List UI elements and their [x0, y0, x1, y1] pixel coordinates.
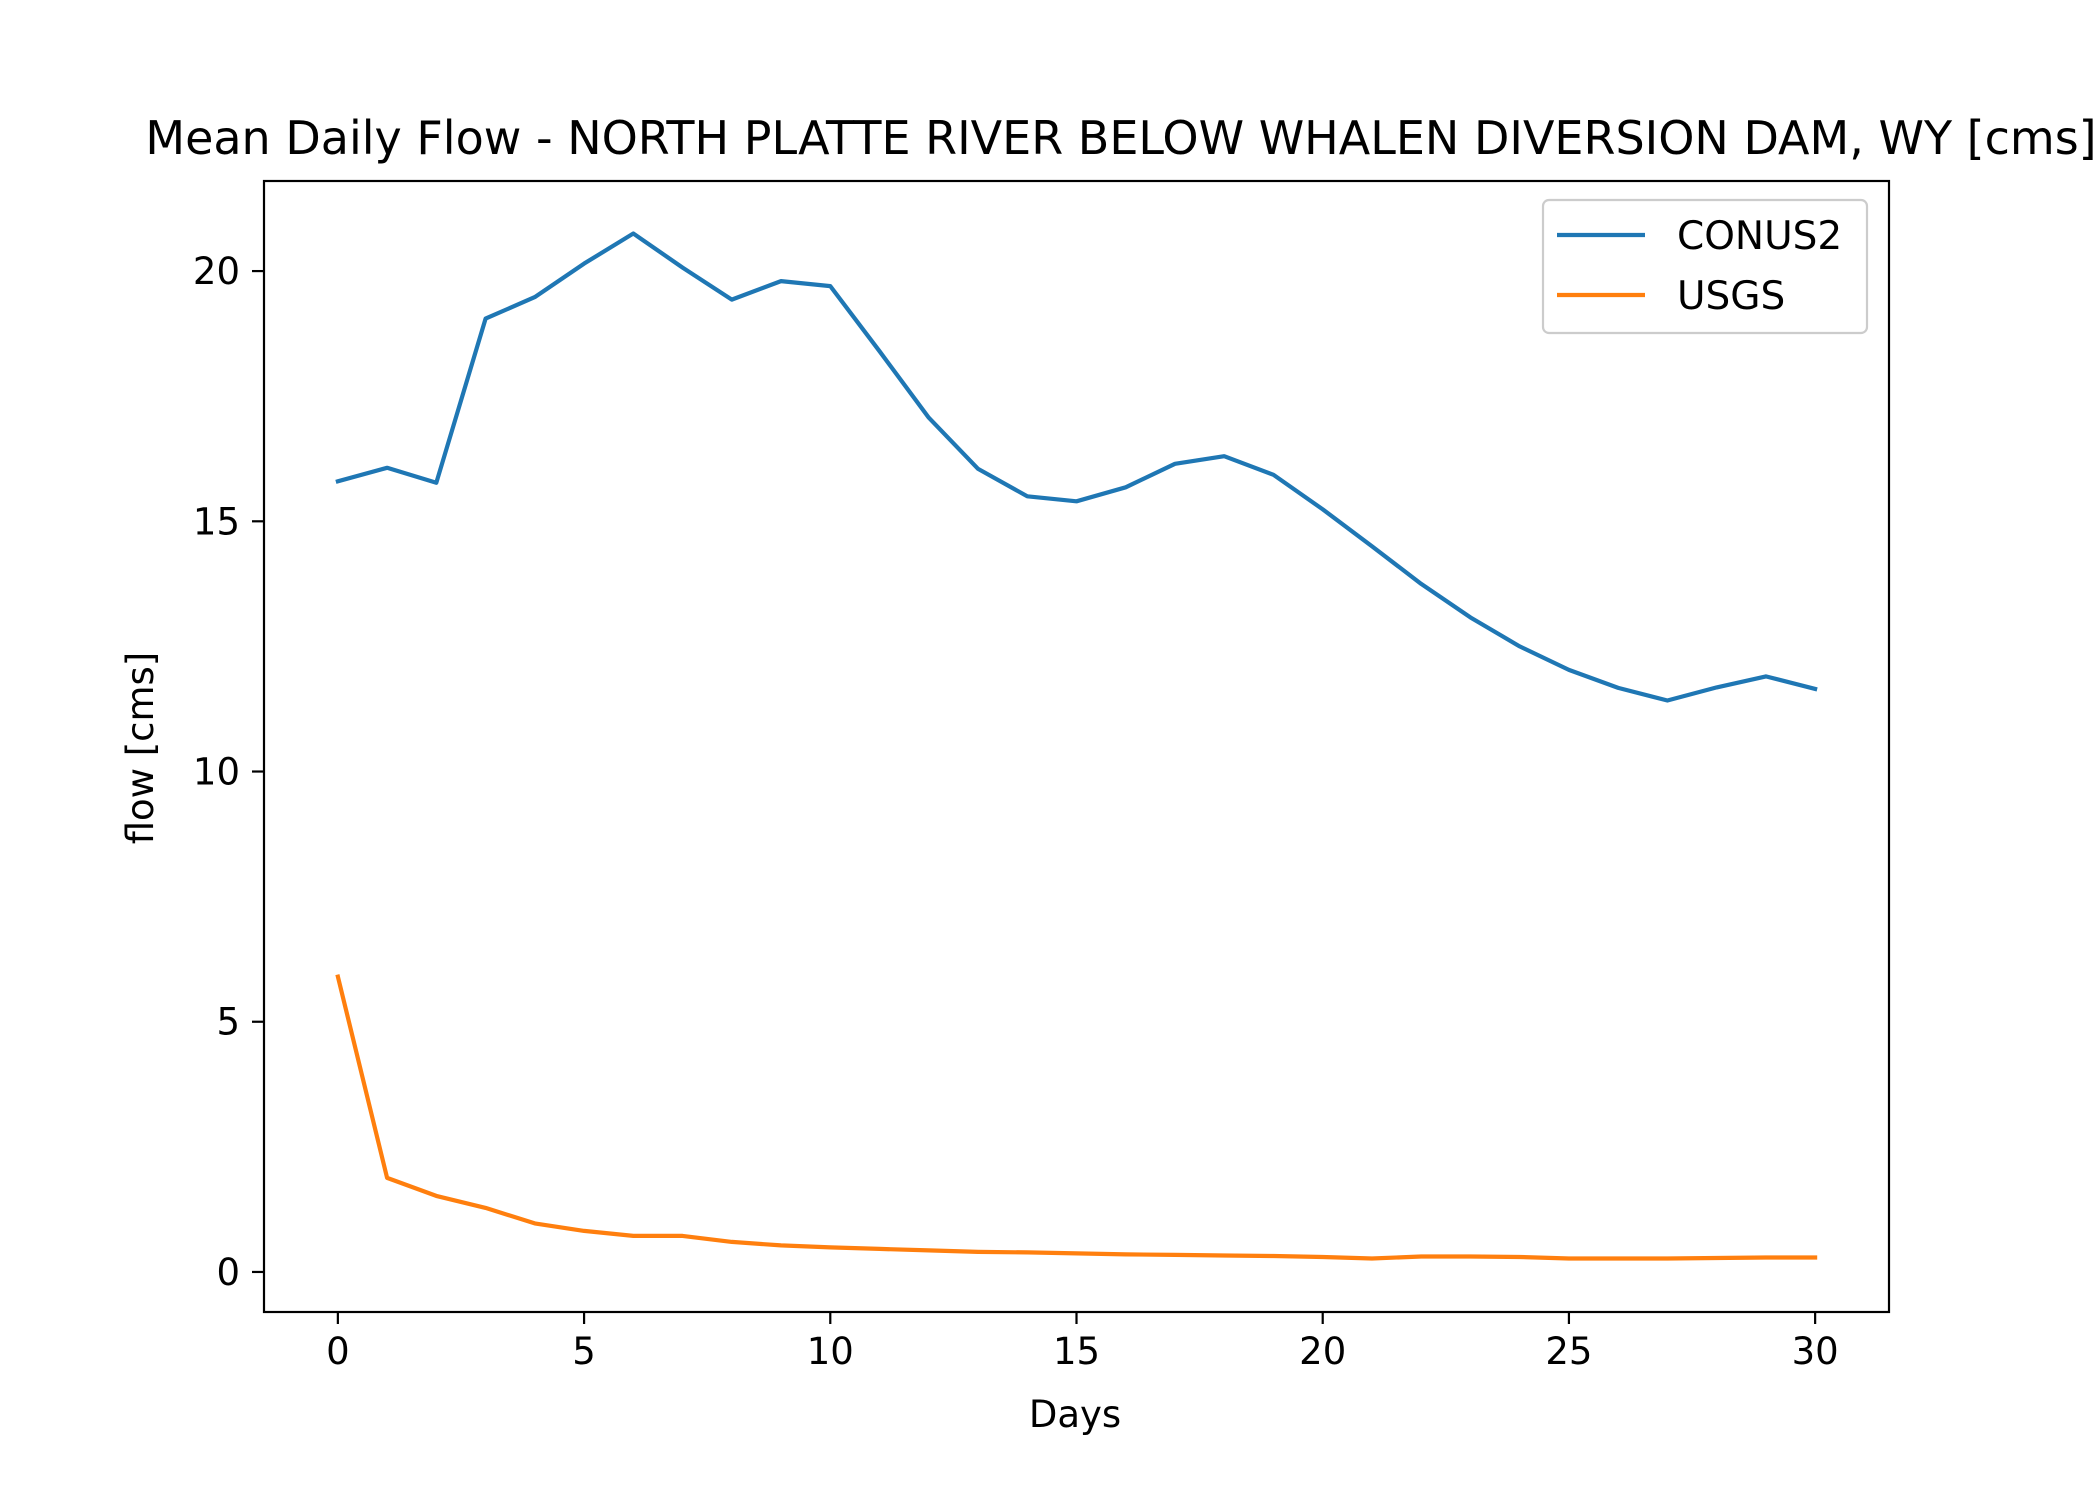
- x-axis-label: Days: [1029, 1393, 1121, 1436]
- axes: 0 5 10 15 20 25 30 0 5 10 15 20: [193, 179, 1891, 1373]
- series-line-usgs: [335, 974, 1818, 1261]
- x-tick-label: 0: [326, 1330, 350, 1373]
- x-tick-label: 25: [1545, 1330, 1592, 1373]
- plot-area: [335, 231, 1818, 1261]
- series-line-conus2: [335, 231, 1818, 703]
- y-tick-label: 5: [216, 1001, 240, 1044]
- legend: CONUS2 USGS: [1541, 198, 1869, 335]
- y-tick-label: 10: [193, 751, 240, 794]
- legend-label-conus2: CONUS2: [1677, 214, 1842, 259]
- y-axis-label: flow [cms]: [119, 652, 162, 845]
- y-tick-label: 20: [193, 250, 240, 293]
- plot-frame: [262, 179, 1891, 1314]
- x-tick-label: 10: [807, 1330, 854, 1373]
- y-tick-label: 0: [216, 1251, 240, 1294]
- y-tick-label: 15: [193, 500, 240, 543]
- x-tick-label: 30: [1792, 1330, 1839, 1373]
- x-tick-label: 15: [1053, 1330, 1100, 1373]
- x-tick-label: 5: [572, 1330, 596, 1373]
- legend-label-usgs: USGS: [1677, 274, 1785, 319]
- chart-title: Mean Daily Flow - NORTH PLATTE RIVER BEL…: [145, 111, 2096, 165]
- x-tick-label: 20: [1299, 1330, 1346, 1373]
